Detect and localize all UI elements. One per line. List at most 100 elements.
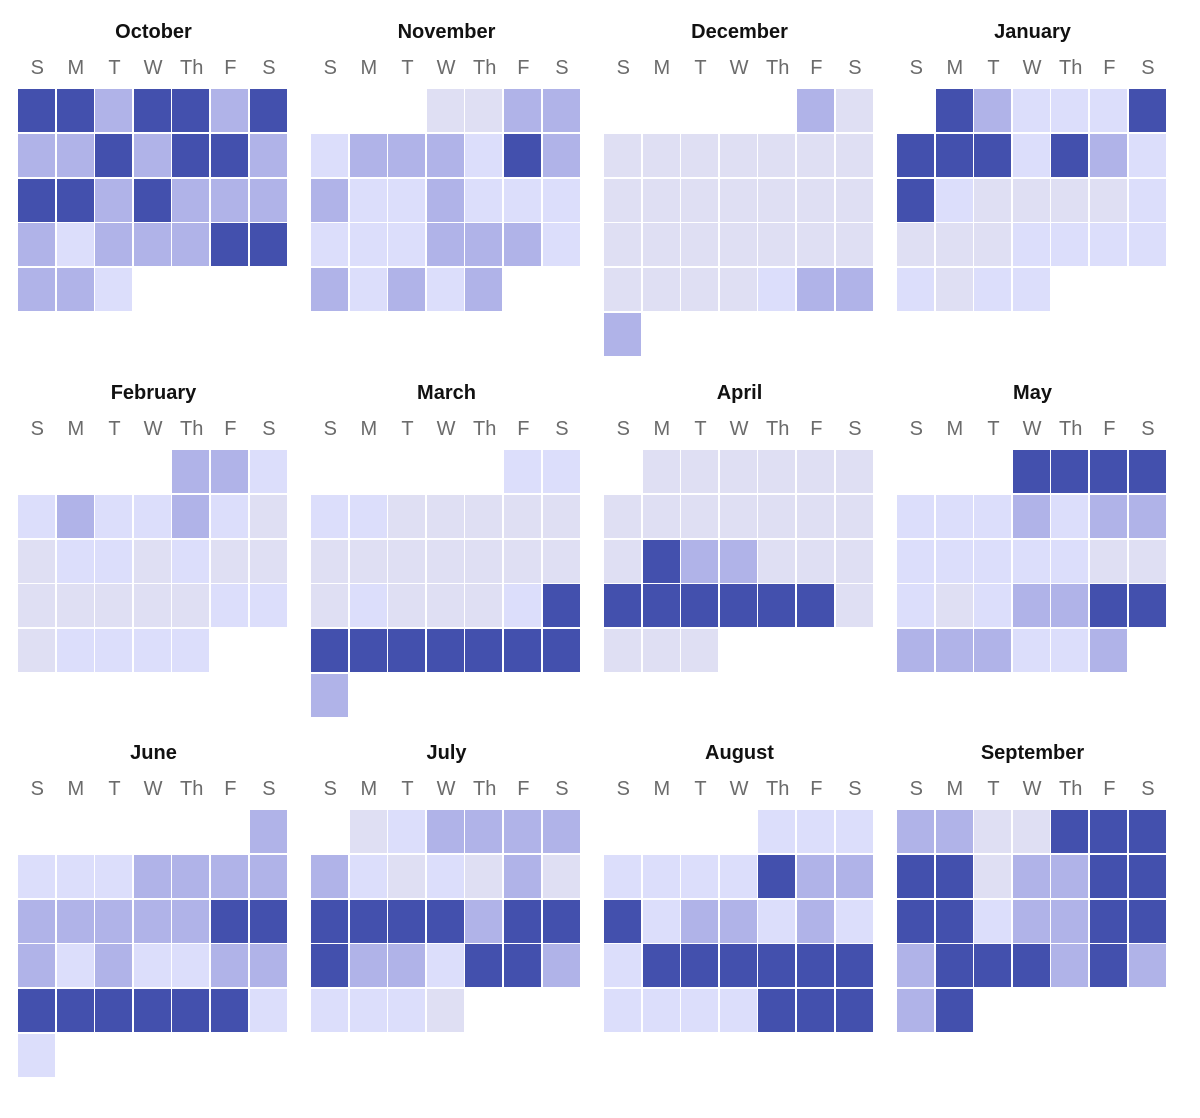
day-cell[interactable] <box>426 178 464 222</box>
day-cell[interactable] <box>719 539 757 583</box>
day-cell[interactable] <box>758 223 796 267</box>
day-cell[interactable] <box>642 584 680 628</box>
day-cell[interactable] <box>349 133 387 177</box>
day-cell[interactable] <box>18 989 55 1033</box>
day-cell[interactable] <box>95 89 133 132</box>
day-cell[interactable] <box>642 989 680 1033</box>
day-cell[interactable] <box>835 854 873 898</box>
day-cell[interactable] <box>426 629 464 673</box>
day-cell[interactable] <box>211 223 248 267</box>
day-cell[interactable] <box>604 223 641 267</box>
day-cell[interactable] <box>95 223 133 267</box>
day-cell[interactable] <box>426 268 464 312</box>
day-cell[interactable] <box>388 178 426 222</box>
day-cell[interactable] <box>758 178 796 222</box>
day-cell[interactable] <box>56 854 94 898</box>
day-cell[interactable] <box>388 899 426 943</box>
day-cell[interactable] <box>935 223 973 267</box>
day-cell[interactable] <box>18 629 55 673</box>
day-cell[interactable] <box>1012 810 1050 853</box>
day-cell[interactable] <box>935 268 973 312</box>
day-cell[interactable] <box>542 810 580 853</box>
day-cell[interactable] <box>935 89 973 132</box>
day-cell[interactable] <box>797 810 834 853</box>
day-cell[interactable] <box>897 944 934 988</box>
day-cell[interactable] <box>897 178 934 222</box>
day-cell[interactable] <box>465 494 503 538</box>
day-cell[interactable] <box>172 133 210 177</box>
day-cell[interactable] <box>1090 854 1127 898</box>
day-cell[interactable] <box>719 854 757 898</box>
day-cell[interactable] <box>388 494 426 538</box>
day-cell[interactable] <box>311 854 348 898</box>
day-cell[interactable] <box>897 629 934 673</box>
day-cell[interactable] <box>349 539 387 583</box>
day-cell[interactable] <box>504 89 541 132</box>
day-cell[interactable] <box>758 899 796 943</box>
day-cell[interactable] <box>604 989 641 1033</box>
day-cell[interactable] <box>172 450 210 493</box>
day-cell[interactable] <box>1051 178 1089 222</box>
day-cell[interactable] <box>1051 223 1089 267</box>
day-cell[interactable] <box>249 89 287 132</box>
day-cell[interactable] <box>797 989 834 1033</box>
day-cell[interactable] <box>835 133 873 177</box>
day-cell[interactable] <box>426 133 464 177</box>
day-cell[interactable] <box>1128 89 1166 132</box>
day-cell[interactable] <box>897 584 934 628</box>
day-cell[interactable] <box>465 944 503 988</box>
day-cell[interactable] <box>172 584 210 628</box>
day-cell[interactable] <box>642 223 680 267</box>
day-cell[interactable] <box>758 854 796 898</box>
day-cell[interactable] <box>1012 494 1050 538</box>
day-cell[interactable] <box>835 944 873 988</box>
day-cell[interactable] <box>311 494 348 538</box>
day-cell[interactable] <box>18 223 55 267</box>
day-cell[interactable] <box>56 223 94 267</box>
day-cell[interactable] <box>1090 133 1127 177</box>
day-cell[interactable] <box>974 133 1012 177</box>
day-cell[interactable] <box>835 178 873 222</box>
day-cell[interactable] <box>974 178 1012 222</box>
day-cell[interactable] <box>797 944 834 988</box>
day-cell[interactable] <box>681 944 719 988</box>
day-cell[interactable] <box>642 133 680 177</box>
day-cell[interactable] <box>935 899 973 943</box>
day-cell[interactable] <box>426 223 464 267</box>
day-cell[interactable] <box>133 854 171 898</box>
day-cell[interactable] <box>1090 223 1127 267</box>
day-cell[interactable] <box>935 539 973 583</box>
day-cell[interactable] <box>465 133 503 177</box>
day-cell[interactable] <box>172 899 210 943</box>
day-cell[interactable] <box>56 494 94 538</box>
day-cell[interactable] <box>1128 450 1166 493</box>
day-cell[interactable] <box>504 629 541 673</box>
day-cell[interactable] <box>311 133 348 177</box>
day-cell[interactable] <box>542 178 580 222</box>
day-cell[interactable] <box>797 854 834 898</box>
day-cell[interactable] <box>504 584 541 628</box>
day-cell[interactable] <box>719 899 757 943</box>
day-cell[interactable] <box>504 539 541 583</box>
day-cell[interactable] <box>1012 223 1050 267</box>
day-cell[interactable] <box>211 89 248 132</box>
day-cell[interactable] <box>388 268 426 312</box>
day-cell[interactable] <box>797 268 834 312</box>
day-cell[interactable] <box>935 989 973 1033</box>
day-cell[interactable] <box>133 223 171 267</box>
day-cell[interactable] <box>465 89 503 132</box>
day-cell[interactable] <box>1012 178 1050 222</box>
day-cell[interactable] <box>311 944 348 988</box>
day-cell[interactable] <box>95 494 133 538</box>
day-cell[interactable] <box>465 629 503 673</box>
day-cell[interactable] <box>681 584 719 628</box>
day-cell[interactable] <box>542 539 580 583</box>
day-cell[interactable] <box>56 944 94 988</box>
day-cell[interactable] <box>1051 854 1089 898</box>
day-cell[interactable] <box>542 584 580 628</box>
day-cell[interactable] <box>542 494 580 538</box>
day-cell[interactable] <box>1128 178 1166 222</box>
day-cell[interactable] <box>897 268 934 312</box>
day-cell[interactable] <box>249 944 287 988</box>
day-cell[interactable] <box>542 450 580 493</box>
